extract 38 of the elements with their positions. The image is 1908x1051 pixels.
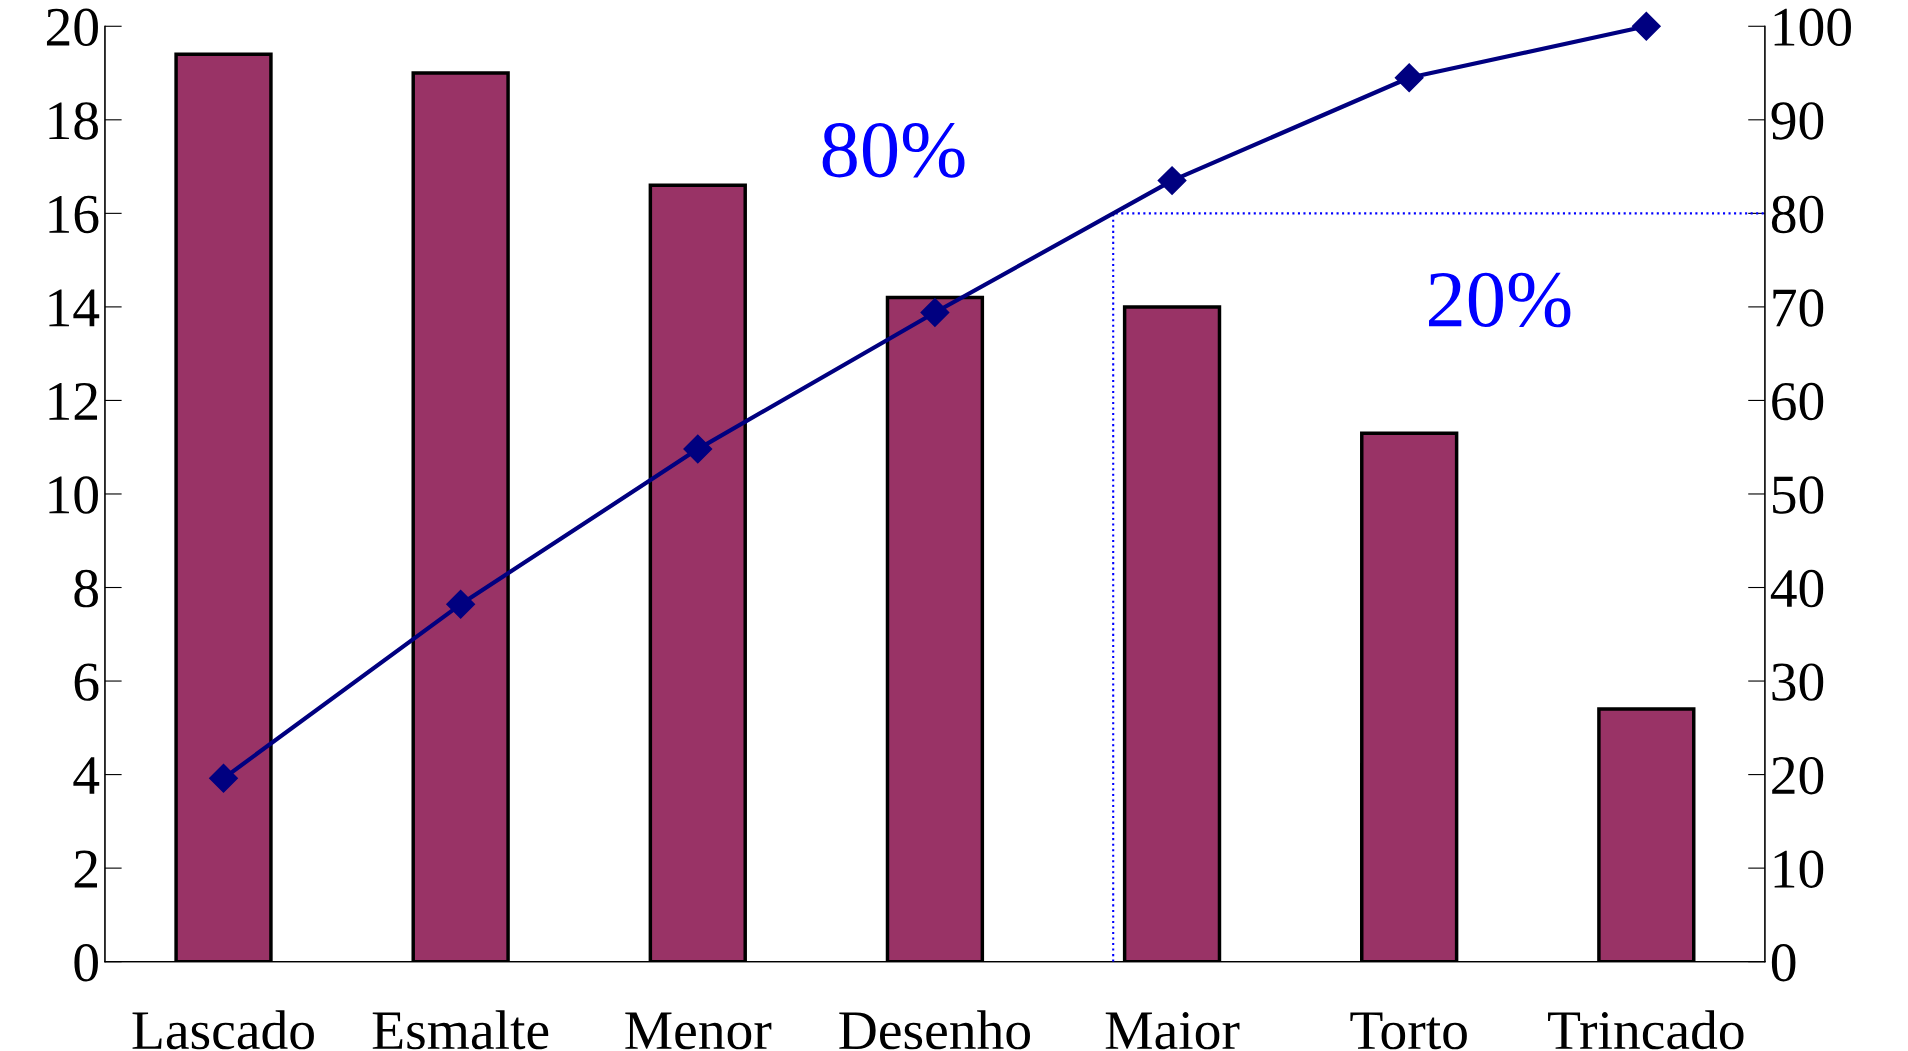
y-tick-label: 20 [46, 8, 98, 47]
y2-tick-label: 90 [1771, 102, 1824, 140]
y2-tick-label: 30 [1772, 663, 1824, 701]
point [683, 434, 713, 464]
x-tick-label: Esmalte [372, 1010, 549, 1050]
annotation: 20% [1429, 272, 1571, 328]
y-tick-label: 18 [49, 102, 98, 140]
point [920, 298, 950, 327]
y2-tick-label: 0 [1771, 944, 1796, 982]
y2-tick-label: 50 [1772, 476, 1824, 514]
y-tick-label: 6 [74, 663, 99, 701]
annotation: 80% [822, 123, 965, 178]
x-tick-label: Lascado [132, 1010, 314, 1050]
y-tick-label: 14 [49, 289, 100, 327]
point [1394, 63, 1424, 93]
point [1157, 166, 1187, 196]
y-tick-label: 0 [74, 944, 98, 982]
point [446, 589, 476, 619]
y-tick-label: 4 [73, 757, 100, 794]
x-tick-label: Torto [1350, 1012, 1467, 1050]
x-tick-label: Maior [1105, 1012, 1240, 1050]
point [1631, 11, 1661, 41]
point [209, 763, 238, 793]
y2-tick-label: 70 [1773, 289, 1824, 327]
y-tick-label: 2 [74, 850, 98, 888]
x-tick-label: Menor [625, 1012, 772, 1050]
y2-tick-label: 80 [1771, 195, 1824, 234]
y2-tick-label: 20 [1772, 756, 1824, 795]
x-tick-label: Desenho [839, 1010, 1030, 1050]
y2-tick-label: 100 [1774, 8, 1851, 47]
x-tick-label: Trincado [1548, 1010, 1744, 1050]
y-tick-label: 12 [49, 382, 98, 420]
y2-tick-label: 60 [1772, 382, 1824, 421]
y-tick-label: 8 [74, 569, 98, 608]
y2-tick-label: 10 [1774, 850, 1824, 888]
y-tick-label: 10 [49, 476, 98, 514]
y-tick-label: 16 [49, 195, 99, 234]
y2-tick-label: 40 [1770, 569, 1824, 608]
